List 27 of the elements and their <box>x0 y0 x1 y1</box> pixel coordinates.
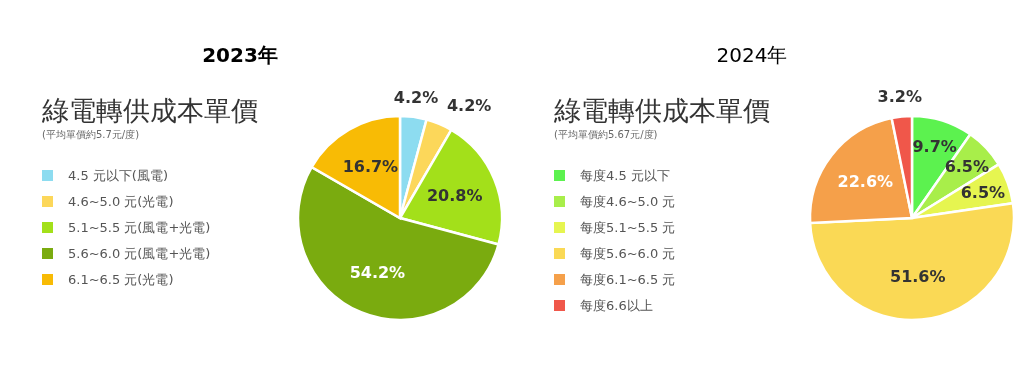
legend-label: 4.5 元以下(風電) <box>68 168 168 183</box>
data-label: 3.2% <box>877 87 922 107</box>
chart-title: 2023年 <box>202 43 278 67</box>
legend-label: 4.6~5.0 元(光電) <box>68 194 174 209</box>
text: (平均單價約5.67元/度) <box>554 129 658 140</box>
legend-label: 每度4.5 元以下 <box>580 168 670 183</box>
text: (平均單價約5.7元/度) <box>42 129 140 140</box>
legend-label: 每度6.1~6.5 元 <box>580 272 676 287</box>
chart-subtitle: 綠電轉供成本單價 <box>553 95 770 126</box>
data-label: 4.2% <box>447 96 492 116</box>
chart-title: 2024年 <box>716 43 788 67</box>
data-label: 4.2% <box>393 87 439 107</box>
data-label: 6.5% <box>960 182 1006 202</box>
data-label: 16.7% <box>342 157 399 177</box>
data-label: 20.8% <box>426 186 483 206</box>
data-label: 22.6% <box>837 172 894 192</box>
legend-label: 每度6.6以上 <box>580 298 653 313</box>
legend-label: 每度5.6~6.0 元 <box>580 246 676 261</box>
data-label: 9.7% <box>912 136 957 156</box>
legend-label: 每度4.6~5.0 元 <box>580 194 676 209</box>
chart-subtitle: 綠電轉供成本單價 <box>41 95 258 126</box>
data-label: 54.2% <box>349 263 406 283</box>
legend-label: 6.1~6.5 元(光電) <box>68 272 174 287</box>
legend-label: 5.1~5.5 元(風電+光電) <box>68 220 211 235</box>
data-label: 51.6% <box>889 267 946 287</box>
legend-label: 5.6~6.0 元(風電+光電) <box>68 246 211 261</box>
legend-label: 每度5.1~5.5 元 <box>580 220 676 235</box>
